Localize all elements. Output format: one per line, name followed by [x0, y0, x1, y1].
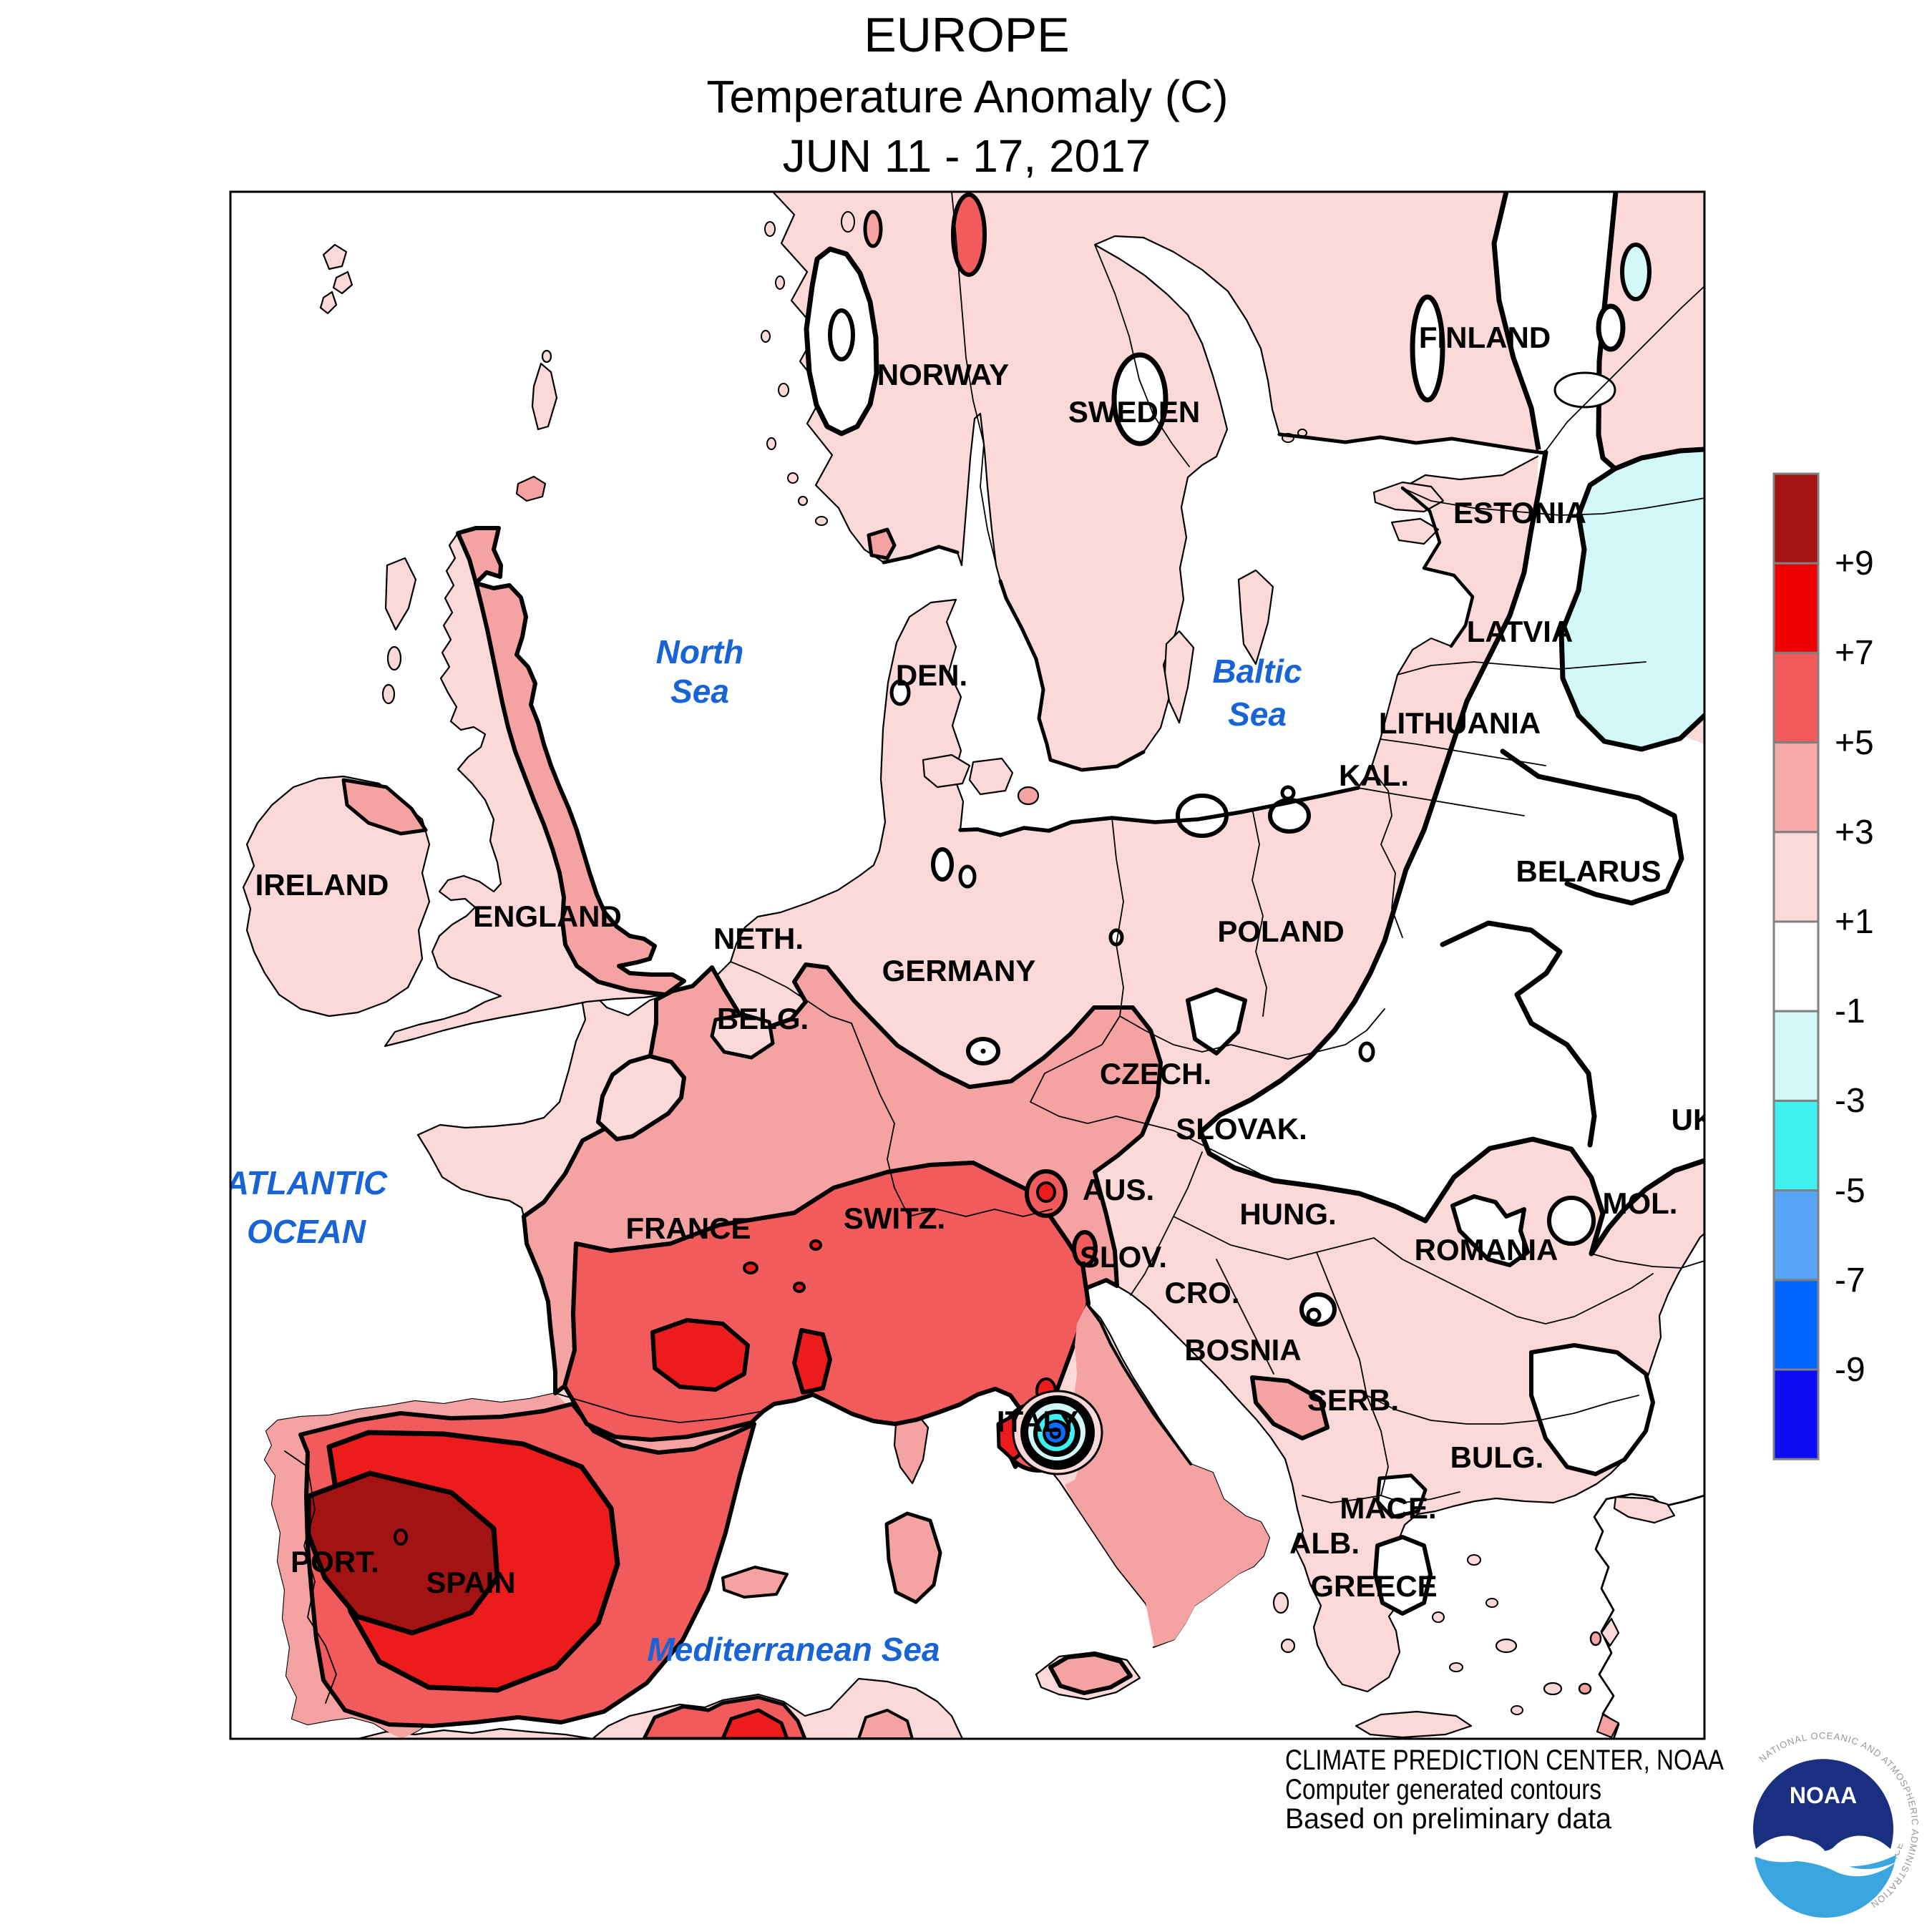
svg-text:North: North	[656, 633, 744, 670]
svg-text:NETH.: NETH.	[713, 922, 804, 955]
svg-text:LITHUANIA: LITHUANIA	[1379, 706, 1541, 740]
svg-text:HUNG.: HUNG.	[1239, 1197, 1336, 1231]
svg-text:AUS.: AUS.	[1083, 1173, 1154, 1206]
svg-text:IRELAND: IRELAND	[255, 868, 389, 902]
svg-text:SWEDEN: SWEDEN	[1068, 395, 1200, 429]
svg-text:NORWAY: NORWAY	[877, 358, 1009, 391]
svg-text:-7: -7	[1835, 1262, 1865, 1299]
svg-text:SLOVAK.: SLOVAK.	[1176, 1112, 1307, 1146]
svg-text:ENGLAND: ENGLAND	[473, 899, 622, 933]
svg-text:Computer generated contours: Computer generated contours	[1285, 1774, 1601, 1805]
svg-text:KAL.: KAL.	[1339, 758, 1409, 792]
svg-text:Sea: Sea	[670, 673, 729, 710]
svg-text:+5: +5	[1835, 724, 1874, 762]
svg-text:LATVIA: LATVIA	[1467, 615, 1574, 648]
svg-text:OCEAN: OCEAN	[247, 1213, 366, 1250]
svg-text:CZECH.: CZECH.	[1100, 1057, 1211, 1091]
svg-text:POLAND: POLAND	[1217, 914, 1344, 948]
svg-text:FRANCE: FRANCE	[626, 1211, 751, 1245]
svg-text:Based on preliminary data: Based on preliminary data	[1285, 1803, 1612, 1835]
svg-text:Sea: Sea	[1228, 696, 1287, 733]
svg-text:SERB.: SERB.	[1307, 1383, 1399, 1417]
svg-text:PORT.: PORT.	[291, 1545, 379, 1579]
svg-text:FINLAND: FINLAND	[1419, 321, 1551, 354]
svg-text:-3: -3	[1835, 1082, 1865, 1120]
svg-text:+3: +3	[1835, 814, 1874, 852]
svg-text:JUN 11 - 17, 2017: JUN 11 - 17, 2017	[783, 130, 1151, 182]
svg-text:BELG.: BELG.	[717, 1002, 809, 1035]
svg-text:BELARUS: BELARUS	[1516, 854, 1661, 888]
svg-text:DEN.: DEN.	[896, 658, 967, 692]
svg-text:ROMANIA: ROMANIA	[1415, 1233, 1558, 1267]
svg-text:EUROPE: EUROPE	[864, 8, 1069, 62]
svg-text:CRO.: CRO.	[1165, 1276, 1240, 1309]
svg-text:Mediterranean Sea: Mediterranean Sea	[647, 1631, 940, 1668]
svg-text:-9: -9	[1835, 1351, 1865, 1389]
svg-text:MACE.: MACE.	[1340, 1491, 1436, 1525]
svg-text:-1: -1	[1835, 992, 1865, 1030]
svg-text:SWITZ.: SWITZ.	[844, 1201, 945, 1235]
svg-text:CLIMATE PREDICTION CENTER, NOA: CLIMATE PREDICTION CENTER, NOAA	[1285, 1745, 1724, 1776]
svg-text:GERMANY: GERMANY	[882, 954, 1036, 987]
svg-text:NOAA: NOAA	[1790, 1782, 1857, 1808]
svg-text:SPAIN: SPAIN	[426, 1566, 515, 1599]
svg-text:ITALY: ITALY	[997, 1405, 1078, 1438]
svg-text:Temperature Anomaly (C): Temperature Anomaly (C)	[706, 71, 1228, 122]
svg-text:+9: +9	[1835, 545, 1874, 582]
svg-text:+1: +1	[1835, 903, 1874, 941]
svg-text:-5: -5	[1835, 1172, 1865, 1210]
svg-text:ALB.: ALB.	[1289, 1526, 1360, 1560]
svg-text:ATLANTIC: ATLANTIC	[225, 1164, 388, 1201]
svg-text:SLOV.: SLOV.	[1080, 1240, 1167, 1274]
svg-text:BOSNIA: BOSNIA	[1184, 1333, 1301, 1367]
svg-text:BULG.: BULG.	[1450, 1440, 1544, 1474]
svg-text:MOL.: MOL.	[1603, 1186, 1678, 1220]
svg-text:+7: +7	[1835, 634, 1874, 672]
svg-text:ESTONIA: ESTONIA	[1453, 496, 1586, 530]
svg-text:GREECE: GREECE	[1310, 1569, 1437, 1603]
svg-text:UK: UK	[1672, 1103, 1715, 1136]
svg-text:Baltic: Baltic	[1212, 653, 1302, 690]
